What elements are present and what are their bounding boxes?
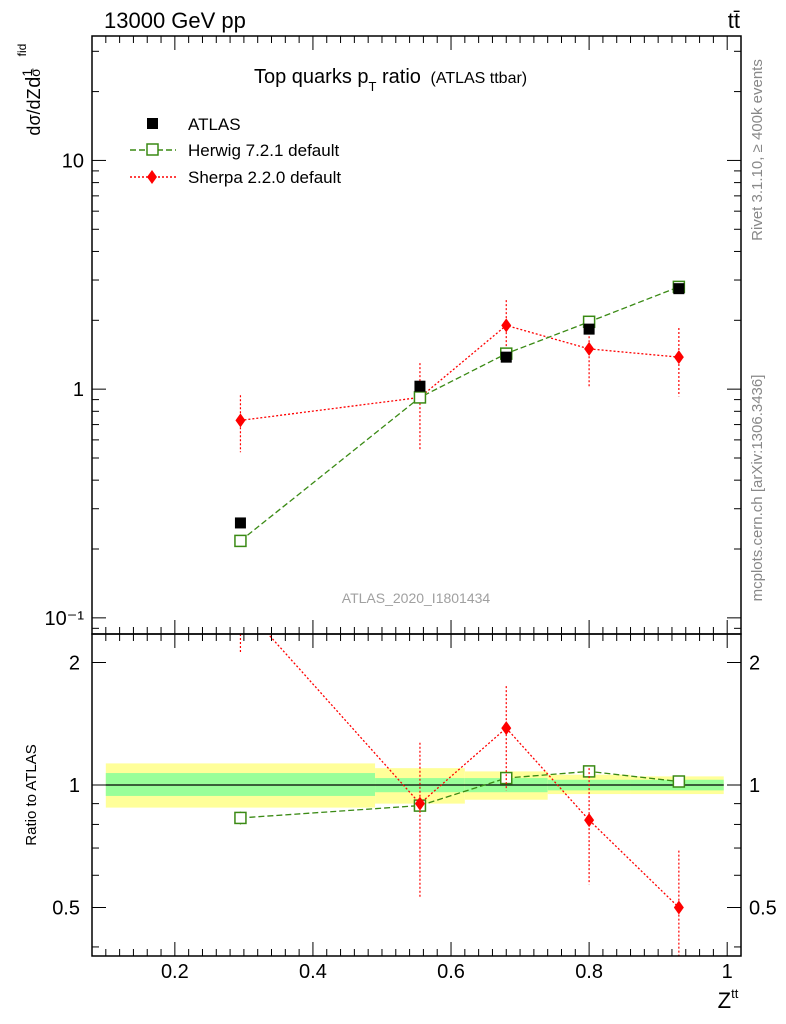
- ratio-y-tick-label-right: 2: [749, 653, 760, 675]
- main-panel: 10⁻¹ 1 10: [45, 35, 742, 635]
- x-tick-label: 1: [722, 961, 733, 983]
- x-tick-label: 0.6: [437, 961, 465, 983]
- marker-herwig: [672, 775, 686, 788]
- x-tick-label: 0.8: [575, 961, 603, 983]
- title-main: Top quarks p: [254, 66, 369, 88]
- marker-sherpa: [235, 413, 246, 428]
- y-tick-label: 10⁻¹: [45, 608, 85, 630]
- marker-herwig: [413, 391, 427, 404]
- y-axis-label-main-text: dσ/dZ: [24, 88, 44, 135]
- ratio-y-tick-label-right: 1: [749, 775, 760, 797]
- process-label: tt̄: [728, 8, 740, 33]
- analysis-label: ATLAS_2020_I1801434: [342, 590, 491, 606]
- y-axis-label-main-sup: fid: [15, 44, 29, 57]
- y-axis-label-ratio: Ratio to ATLAS: [23, 744, 40, 845]
- legend-label-herwig: Herwig 7.2.1 default: [188, 141, 339, 160]
- marker-atlas: [500, 351, 512, 363]
- y-axis-label-main: d1σ: [19, 68, 45, 88]
- marker-sherpa: [501, 721, 512, 736]
- ratio-axis-ticks: [92, 634, 741, 956]
- series-line-sherpa: [240, 324, 679, 422]
- marker-sherpa: [501, 318, 512, 333]
- main-y-tick-labels: 10⁻¹ 1 10: [45, 150, 85, 629]
- series-line-sherpa: [267, 634, 680, 908]
- title-suffix: ratio: [376, 66, 420, 88]
- ratio-y-tick-labels: 0.5 0.5 1 1 2 2: [52, 653, 777, 920]
- ratio-series-layer: [234, 634, 686, 956]
- legend-marker-herwig: [146, 143, 159, 156]
- legend: ATLAS Herwig 7.2.1 default Sherpa 2.2.0 …: [130, 115, 341, 187]
- side-label-bottom: mcplots.cern.ch [arXiv:1306.3436]: [749, 375, 766, 602]
- energy-label: 13000 GeV pp: [104, 8, 246, 33]
- y-tick-label: 10: [62, 150, 84, 172]
- y-tick-label: 1: [73, 379, 84, 401]
- marker-atlas: [414, 380, 426, 392]
- marker-sherpa: [414, 796, 425, 811]
- series-line-herwig: [240, 286, 680, 542]
- legend-label-sherpa: Sherpa 2.2.0 default: [188, 168, 341, 187]
- ratio-panel: 0.5 0.5 1 1 2 2: [52, 633, 777, 957]
- marker-atlas: [234, 517, 246, 529]
- marker-sherpa: [584, 341, 595, 356]
- main-axis-ticks: [92, 36, 741, 634]
- marker-atlas: [673, 283, 685, 295]
- marker-herwig: [234, 534, 247, 548]
- x-tick-labels: 0.2 0.4 0.6 0.8 1: [161, 961, 733, 983]
- ratio-y-tick-label: 1: [69, 775, 80, 797]
- legend-marker-atlas: [147, 118, 158, 129]
- x-tick-label: 0.2: [161, 961, 189, 983]
- marker-sherpa: [673, 350, 684, 365]
- marker-sherpa: [584, 813, 595, 828]
- x-tick-label: 0.4: [299, 961, 327, 983]
- marker-herwig: [234, 811, 247, 825]
- marker-herwig: [582, 765, 596, 778]
- main-series-layer: [234, 280, 686, 548]
- legend-label-atlas: ATLAS: [188, 115, 241, 134]
- legend-marker-sherpa: [147, 170, 157, 184]
- svg-text:d1σ: d1σ: [19, 68, 45, 88]
- ratio-frame: [91, 633, 742, 957]
- ratio-y-tick-label: 0.5: [52, 897, 80, 919]
- chart-title: Top quarks pT ratio (ATLAS ttbar): [254, 66, 527, 94]
- title-extra: (ATLAS ttbar): [431, 70, 528, 87]
- marker-sherpa: [673, 900, 684, 915]
- marker-atlas: [583, 323, 595, 335]
- side-label-top: Rivet 3.1.10, ≥ 400k events: [749, 59, 766, 241]
- ratio-y-tick-label: 2: [69, 653, 80, 675]
- ratio-y-tick-label-right: 0.5: [749, 897, 777, 919]
- x-axis-label: Ztt: [718, 986, 739, 1013]
- title-sub: T: [369, 79, 377, 94]
